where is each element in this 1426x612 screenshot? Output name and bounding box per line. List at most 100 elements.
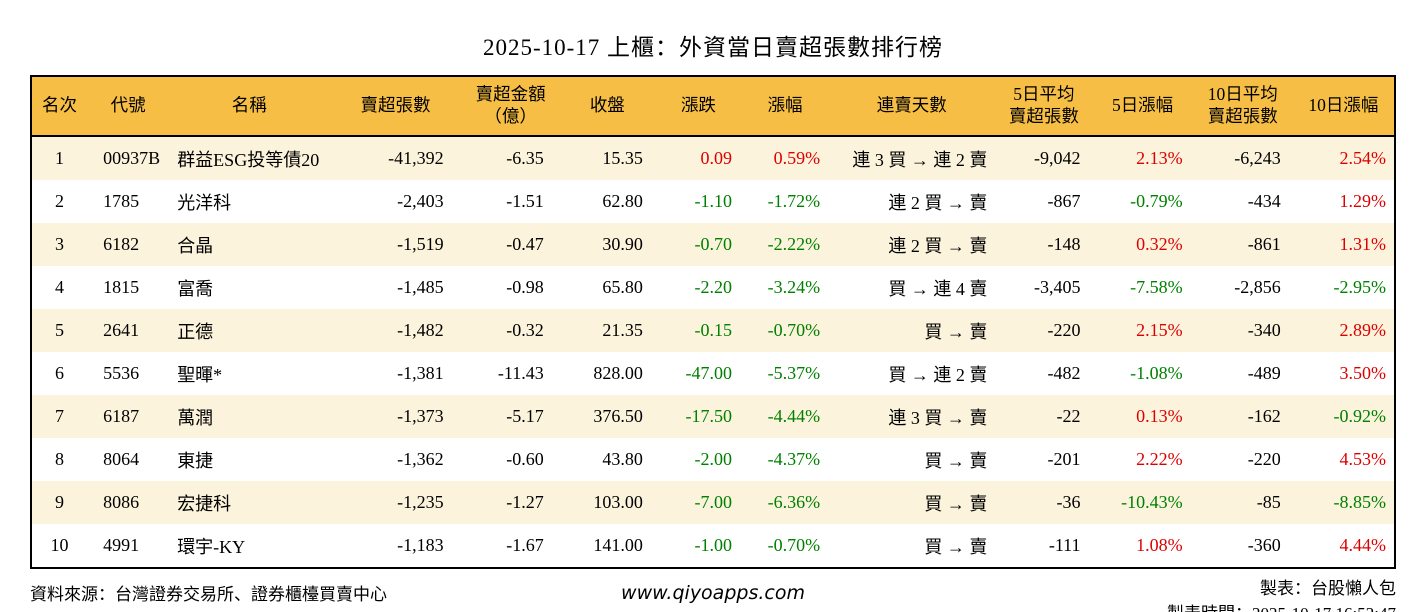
cell-rank: 9 [55,492,65,512]
cell-price-change: -2.00 [694,449,733,469]
cell-net-sell-amount: -1.67 [506,535,544,555]
cell-stock-code: 6182 [103,234,140,254]
cell-stock-name: 正德 [177,321,214,342]
cell-net-sell-volume: -41,392 [388,148,444,168]
col-header-5day-change: 5日漲幅 [1092,76,1193,137]
col-header-close: 收盤 [559,76,655,137]
cell-net-sell-volume: -1,362 [397,449,444,469]
cell-10day-change: -2.95% [1333,277,1387,297]
page-title: 2025-10-17 上櫃：外資當日賣超張數排行榜 [482,35,944,60]
cell-close-price: 65.80 [602,277,643,297]
col-header-code: 代號 [87,76,170,137]
cell-net-sell-volume: -2,403 [397,191,444,211]
cell-rank: 3 [55,234,65,254]
cell-5day-avg-volume: -36 [1056,492,1081,512]
cell-close-price: 376.50 [593,406,643,426]
cell-5day-avg-volume: -867 [1047,191,1081,211]
cell-change-percent: 0.59% [773,148,821,168]
cell-sell-streak: 買 → 連 4 賣 [888,278,988,299]
cell-sell-streak: 買 → 連 2 賣 [888,364,988,385]
cell-net-sell-volume: -1,373 [397,406,444,426]
cell-rank: 10 [50,535,69,555]
cell-stock-name: 萬潤 [177,407,214,428]
cell-stock-code: 8086 [103,492,140,512]
cell-price-change: -7.00 [694,492,733,512]
cell-5day-change: 0.13% [1136,406,1183,426]
table-row: 4 1815 富喬 -1,485 -0.98 65.80 -2.20 -3.24% 買 → 連 … [31,266,1395,309]
col-header-10day-change: 10日漲幅 [1292,76,1395,137]
author-label: 製表：台股懶人包 [1260,579,1396,598]
footer: 資料來源：台灣證券交易所、證券櫃檯買賣中心 www.qiyoapps.com 製… [30,577,1396,612]
cell-rank: 4 [55,277,65,297]
cell-rank: 6 [55,363,65,383]
table-row: 5 2641 正德 -1,482 -0.32 21.35 -0.15 -0.70% 買 → 賣 -… [31,309,1395,352]
cell-change-percent: -6.36% [767,492,821,512]
cell-close-price: 21.35 [602,320,643,340]
cell-price-change: -0.15 [694,320,733,340]
cell-net-sell-amount: -6.35 [506,148,544,168]
cell-net-sell-volume: -1,381 [397,363,444,383]
col-header-10day-avg-volume: 10日平均 賣超張數 [1192,76,1293,137]
cell-10day-avg-volume: -434 [1247,191,1281,211]
cell-10day-avg-volume: -85 [1256,492,1281,512]
table-row: 6 5536 聖暉* -1,381 -11.43 828.00 -47.00 -5.37% 買 … [31,352,1395,395]
cell-5day-change: -1.08% [1130,363,1183,383]
cell-5day-change: 2.15% [1136,320,1183,340]
cell-net-sell-amount: -5.17 [506,406,544,426]
cell-price-change: -17.50 [685,406,733,426]
cell-stock-code: 4991 [103,535,140,555]
table-row: 8 8064 東捷 -1,362 -0.60 43.80 -2.00 -4.37% 買 → 賣 -… [31,438,1395,481]
cell-10day-change: 1.29% [1339,191,1387,211]
cell-10day-avg-volume: -6,243 [1234,148,1281,168]
cell-change-percent: -4.44% [767,406,821,426]
cell-price-change: -1.10 [694,191,733,211]
cell-close-price: 62.80 [602,191,643,211]
cell-10day-avg-volume: -2,856 [1234,277,1281,297]
cell-5day-change: -10.43% [1121,492,1183,512]
cell-10day-change: 4.53% [1339,449,1387,469]
table-row: 9 8086 宏捷科 -1,235 -1.27 103.00 -7.00 -6.36% 買 → … [31,481,1395,524]
cell-5day-change: -0.79% [1130,191,1183,211]
col-header-5day-avg-volume: 5日平均 賣超張數 [995,76,1093,137]
cell-net-sell-amount: -0.47 [506,234,544,254]
cell-10day-avg-volume: -360 [1247,535,1281,555]
cell-sell-streak: 買 → 賣 [924,321,988,342]
cell-5day-avg-volume: -482 [1047,363,1081,383]
cell-stock-name: 富喬 [177,278,214,299]
cell-5day-change: 2.22% [1136,449,1183,469]
col-header-sell-streak: 連賣天數 [828,76,996,137]
table-row: 1 00937B 群益ESG投等債20 -41,392 -6.35 15.35 0.09 0.… [31,136,1395,180]
col-header-change-percent: 漲幅 [742,76,829,137]
cell-stock-name: 光洋科 [177,192,232,213]
col-header-change: 漲跌 [654,76,742,137]
cell-sell-streak: 連 3 買 → 連 2 賣 [852,149,988,170]
cell-net-sell-volume: -1,519 [397,234,444,254]
cell-10day-avg-volume: -220 [1247,449,1281,469]
table-body: 1 00937B 群益ESG投等債20 -41,392 -6.35 15.35 0.09 0.… [31,136,1395,568]
cell-stock-name: 宏捷科 [177,493,232,514]
cell-10day-avg-volume: -340 [1247,320,1281,340]
header-row: 名次 代號 名稱 賣超張數 賣超金額 （億） 收盤 漲跌 漲幅 連賣天數 5日平均 賣超張數 5日漲… [31,76,1395,137]
cell-5day-avg-volume: -220 [1047,320,1081,340]
cell-net-sell-amount: -0.32 [506,320,544,340]
cell-close-price: 15.35 [602,148,643,168]
cell-sell-streak: 買 → 賣 [924,450,988,471]
cell-change-percent: -5.37% [767,363,821,383]
cell-5day-change: 0.32% [1136,234,1183,254]
cell-stock-code: 1815 [103,277,140,297]
cell-net-sell-volume: -1,235 [397,492,444,512]
cell-close-price: 103.00 [593,492,643,512]
cell-rank: 5 [55,320,65,340]
cell-10day-change: -8.85% [1333,492,1387,512]
cell-10day-avg-volume: -162 [1247,406,1281,426]
cell-price-change: -47.00 [685,363,733,383]
cell-5day-change: 2.13% [1136,148,1183,168]
cell-sell-streak: 買 → 賣 [924,493,988,514]
data-source-label: 資料來源：台灣證券交易所、證券櫃檯買賣中心 [30,585,387,604]
cell-10day-change: 3.50% [1339,363,1387,383]
cell-net-sell-amount: -0.98 [506,277,544,297]
cell-change-percent: -3.24% [767,277,821,297]
cell-price-change: -1.00 [694,535,733,555]
website-label: www.qiyoapps.com [621,582,805,604]
